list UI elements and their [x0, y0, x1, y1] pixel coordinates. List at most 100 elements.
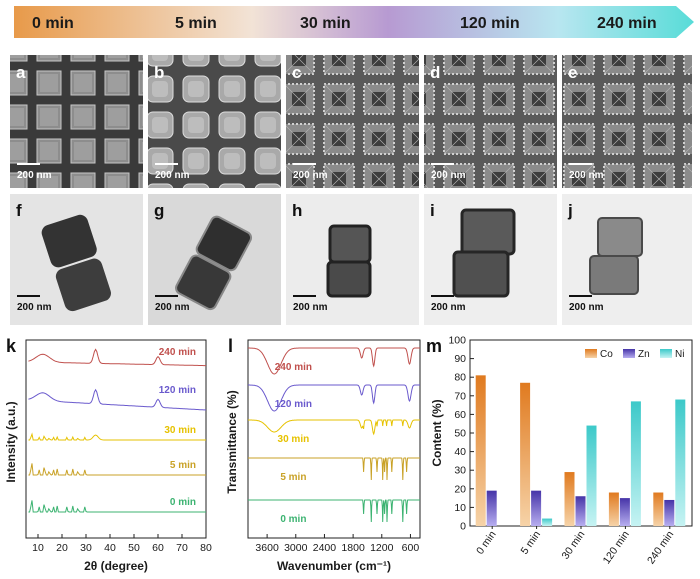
bar-ni	[586, 425, 597, 526]
scale-label: 200 nm	[569, 302, 604, 313]
scale-label: 200 nm	[293, 170, 328, 181]
sem-image	[424, 55, 557, 188]
series-label: 120 min	[275, 399, 312, 410]
series-line	[28, 500, 206, 513]
bar-co	[475, 375, 486, 526]
tem-row: f 200 nm g 200 nm h 200 nm i	[10, 194, 692, 325]
x-tick-label: 600	[402, 542, 420, 554]
series-label: 5 min	[280, 472, 306, 483]
scale-label: 200 nm	[293, 302, 328, 313]
series-label: 30 min	[164, 425, 196, 436]
series-line	[248, 419, 420, 436]
series-lines	[248, 347, 420, 523]
bar-co	[608, 492, 619, 526]
y-axis-label: Transmittance (%)	[225, 390, 239, 493]
panel-letter: d	[430, 63, 440, 82]
sem-image	[562, 55, 692, 188]
x-ticks: 0 min 5 min 30 min 120 min 240 min	[474, 526, 676, 566]
sem-image	[286, 55, 419, 188]
sem-panel-b: b 200 nm	[148, 55, 281, 188]
panel-letter: j	[567, 201, 573, 220]
y-tick-label: 80	[454, 372, 466, 384]
y-tick-label: 50	[454, 428, 466, 440]
stage-label: 0 min	[32, 15, 74, 32]
x-tick-label: 40	[104, 542, 116, 554]
legend-swatch	[585, 349, 597, 358]
sem-image	[148, 55, 281, 188]
x-tick-label: 20	[56, 542, 68, 554]
series-labels: 240 min 120 min 30 min 5 min 0 min	[159, 347, 196, 508]
series-label: 240 min	[275, 362, 312, 373]
legend-label: Co	[600, 349, 613, 360]
series-label: 30 min	[278, 434, 310, 445]
y-tick-label: 10	[454, 502, 466, 514]
legend: Co Zn Ni	[585, 349, 684, 360]
scale-label: 200 nm	[17, 302, 52, 313]
y-ticks: 0 10 20 30 40 50 60 70 80 90 100	[448, 335, 474, 533]
series-line	[248, 347, 420, 375]
y-tick-label: 20	[454, 483, 466, 495]
particle-pair	[175, 215, 253, 311]
series-label: 0 min	[170, 497, 196, 508]
bar-co	[653, 492, 664, 526]
ftir-chart: l Transmittance (%) Wavenumber (cm⁻¹) 36…	[225, 336, 421, 573]
y-axis-label: Intensity (a.u.)	[4, 401, 18, 482]
series-label: 0 min	[280, 514, 306, 525]
x-tick-label: 240 min	[645, 529, 676, 567]
panel-letter: m	[426, 336, 442, 356]
y-tick-label: 90	[454, 353, 466, 365]
y-tick-label: 40	[454, 446, 466, 458]
x-tick-label: 50	[128, 542, 140, 554]
bar-zn	[575, 496, 586, 526]
x-tick-label: 80	[200, 542, 212, 554]
panel-letter: f	[16, 201, 22, 220]
panel-letter: e	[568, 63, 577, 82]
tem-panel-f: f 200 nm	[10, 194, 143, 325]
x-axis-label: 2θ (degree)	[84, 559, 148, 573]
x-tick-label: 3000	[284, 542, 308, 554]
time-arrow: 0 min 5 min 30 min 120 min 240 min	[14, 6, 694, 38]
scale-label: 200 nm	[431, 170, 466, 181]
plot-frame	[247, 339, 421, 539]
series-line	[248, 457, 420, 481]
panel-letter: c	[292, 63, 301, 82]
x-tick-label: 3600	[255, 542, 279, 554]
stage-label: 30 min	[300, 15, 351, 32]
sem-panel-d: d 200 nm	[424, 55, 557, 188]
series-line	[28, 348, 206, 367]
tem-panel-h: h 200 nm	[286, 194, 419, 325]
panel-letter: k	[6, 336, 17, 356]
panel-letter: i	[430, 201, 435, 220]
panel-letter: a	[16, 63, 26, 82]
bar-zn	[664, 499, 675, 526]
bar-zn	[531, 490, 542, 526]
series-label: 120 min	[159, 385, 196, 396]
scale-label: 200 nm	[155, 170, 190, 181]
series-lines	[28, 348, 207, 513]
series-line	[248, 499, 420, 523]
series-line	[28, 463, 206, 476]
x-axis-label: Wavenumber (cm⁻¹)	[277, 559, 391, 573]
y-tick-label: 30	[454, 465, 466, 477]
x-tick-label: 70	[176, 542, 188, 554]
bar-zn	[619, 498, 630, 526]
x-ticks: 10 20 30 40 50 60 70 80	[32, 534, 212, 554]
series-label: 240 min	[159, 347, 196, 358]
stage-label: 240 min	[597, 15, 657, 32]
arrow-body	[14, 6, 694, 38]
bar-co	[520, 382, 531, 526]
x-tick-label: 1800	[341, 542, 365, 554]
x-tick-label: 30 min	[560, 529, 588, 562]
bar-ni	[542, 518, 553, 526]
y-tick-label: 70	[454, 390, 466, 402]
sem-row: a 200 nm b 200 nm c 200 nm d 200 nm e 20…	[10, 55, 692, 188]
y-tick-label: 60	[454, 409, 466, 421]
tem-panel-i: i 200 nm	[424, 194, 557, 325]
plot-frame	[25, 339, 207, 539]
sem-panel-c: c 200 nm	[286, 55, 419, 188]
bars	[475, 375, 686, 526]
y-tick-label: 0	[460, 521, 466, 533]
bar-zn	[486, 490, 497, 526]
legend-label: Zn	[638, 349, 650, 360]
